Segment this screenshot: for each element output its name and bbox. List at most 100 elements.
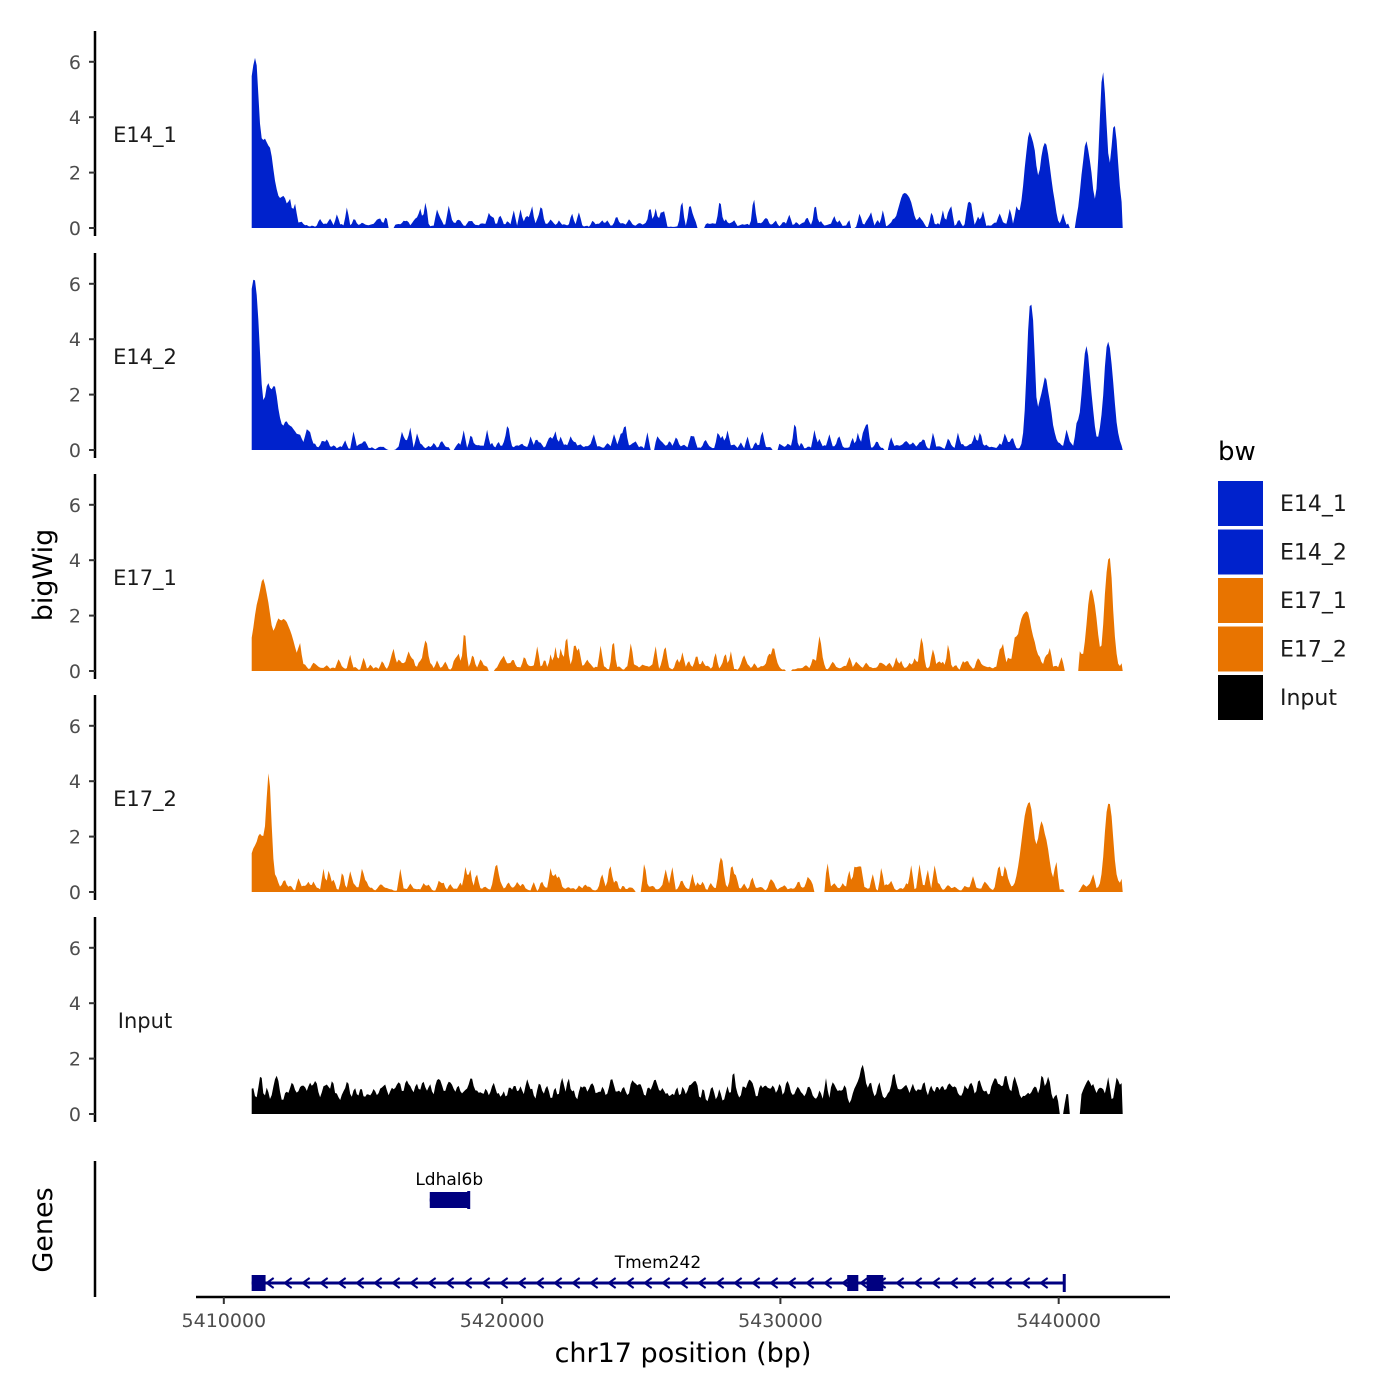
exon-block [847, 1275, 859, 1291]
strand-arrow [264, 1277, 275, 1289]
y-tick-label: 4 [69, 107, 81, 129]
track-E17_1: 0 2 4 6 E17_1 [69, 474, 1123, 683]
legend-key-E14_1 [1218, 481, 1263, 526]
signal-area-E14_2 [251, 279, 1123, 450]
legend-key-Input [1218, 675, 1263, 720]
x-tick-label: 5410000 [182, 1310, 267, 1332]
y-tick-label: 2 [69, 1049, 81, 1071]
y-tick-label: 0 [69, 218, 81, 240]
strand-arrow [1020, 1277, 1031, 1289]
track-label-E17_1: E17_1 [113, 566, 177, 591]
strand-arrow [714, 1277, 725, 1289]
strand-arrow [552, 1277, 563, 1289]
legend-label-E14_2: E14_2 [1280, 541, 1347, 566]
strand-arrow [516, 1277, 527, 1289]
x-tick-label: 5430000 [738, 1310, 823, 1332]
y-tick-label: 6 [69, 495, 81, 517]
strand-arrow [282, 1277, 293, 1289]
legend-title: bw [1218, 437, 1256, 467]
gene-Ldhal6b: Ldhal6b [415, 1170, 483, 1209]
strand-arrow [750, 1277, 761, 1289]
track-Input: 0 2 4 6 Input [69, 917, 1123, 1126]
strand-arrow [732, 1277, 743, 1289]
strand-arrow [534, 1277, 545, 1289]
legend-label-E14_1: E14_1 [1280, 492, 1347, 517]
track-label-Input: Input [118, 1009, 172, 1033]
legend-label-Input: Input [1280, 686, 1337, 711]
y-tick-label: 4 [69, 771, 81, 793]
x-tick-label: 5440000 [1016, 1310, 1101, 1332]
legend-key-E17_2 [1218, 626, 1263, 672]
track-label-E17_2: E17_2 [113, 787, 177, 812]
strand-arrow [408, 1277, 419, 1289]
strand-arrow [966, 1277, 977, 1289]
legend-key-E17_1 [1218, 578, 1263, 623]
strand-arrow [480, 1277, 491, 1289]
strand-arrow [696, 1277, 707, 1289]
y-tick-label: 0 [69, 440, 81, 462]
y-tick-label: 6 [69, 52, 81, 74]
y-tick-label: 2 [69, 827, 81, 849]
strand-arrow [642, 1277, 653, 1289]
x-axis: 5410000 5420000 5430000 5440000 [182, 1295, 1170, 1332]
y-tick-label: 2 [69, 163, 81, 185]
y-tick-label: 4 [69, 993, 81, 1015]
signal-area-E17_2 [251, 773, 1123, 892]
y-tick-label: 0 [69, 882, 81, 904]
strand-arrow [804, 1277, 815, 1289]
strand-arrow [1038, 1277, 1049, 1289]
strand-arrow [768, 1277, 779, 1289]
y-tick-label: 6 [69, 716, 81, 738]
track-E14_2: 0 2 4 6 E14_2 [69, 253, 1123, 462]
strand-arrow [390, 1277, 401, 1289]
strand-arrow [894, 1277, 905, 1289]
track-label-E14_2: E14_2 [113, 345, 177, 370]
genes-axis-title: Genes [28, 1187, 59, 1272]
strand-arrow [660, 1277, 671, 1289]
y-tick-label: 4 [69, 550, 81, 572]
strand-arrow [984, 1277, 995, 1289]
track-E14_1: 0 2 4 6 E14_1 [69, 31, 1123, 240]
strand-arrow [822, 1277, 833, 1289]
strand-arrow [300, 1277, 311, 1289]
legend-label-E17_2: E17_2 [1280, 638, 1347, 663]
strand-arrow [624, 1277, 635, 1289]
y-tick-label: 2 [69, 606, 81, 628]
strand-arrow [948, 1277, 959, 1289]
legend-label-E17_1: E17_1 [1280, 589, 1347, 614]
signal-area-E17_1 [251, 557, 1123, 671]
y-tick-label: 6 [69, 274, 81, 296]
signal-area-Input [251, 1064, 1123, 1114]
tracks-group: 0 2 4 6 E14_1 0 2 4 6 E14_2 0 2 4 6 E17_1 0 2 4 6 E17_2 0 2 4 6… [69, 31, 1123, 1126]
strand-arrow [678, 1277, 689, 1289]
strand-arrow [318, 1277, 329, 1289]
strand-arrow [570, 1277, 581, 1289]
strand-arrow [372, 1277, 383, 1289]
gene-Tmem242: Tmem242 [251, 1253, 1066, 1292]
x-tick-label: 5420000 [460, 1310, 545, 1332]
legend: bw E14_1 E14_2 E17_1 E17_2 Input [1218, 437, 1347, 720]
exon-block [429, 1192, 469, 1208]
signal-area-E14_1 [251, 57, 1123, 229]
strand-arrow [444, 1277, 455, 1289]
strand-arrow [588, 1277, 599, 1289]
exon-block [251, 1275, 266, 1291]
y-tick-label: 0 [69, 661, 81, 683]
strand-arrow [1002, 1277, 1013, 1289]
strand-arrow [498, 1277, 509, 1289]
y-axis-title: bigWig [28, 529, 59, 622]
strand-arrow [336, 1277, 347, 1289]
strand-arrow [912, 1277, 923, 1289]
strand-arrow [354, 1277, 365, 1289]
y-tick-label: 0 [69, 1104, 81, 1126]
gene-label: Tmem242 [614, 1253, 701, 1273]
gene-label: Ldhal6b [415, 1170, 483, 1190]
track-label-E14_1: E14_1 [113, 123, 177, 148]
genes-track: Ldhal6b Tmem242 [93, 1161, 1066, 1297]
strand-arrow [786, 1277, 797, 1289]
strand-arrow [426, 1277, 437, 1289]
strand-arrow [858, 1277, 869, 1289]
x-axis-title: chr17 position (bp) [555, 1338, 812, 1369]
y-tick-label: 2 [69, 385, 81, 407]
